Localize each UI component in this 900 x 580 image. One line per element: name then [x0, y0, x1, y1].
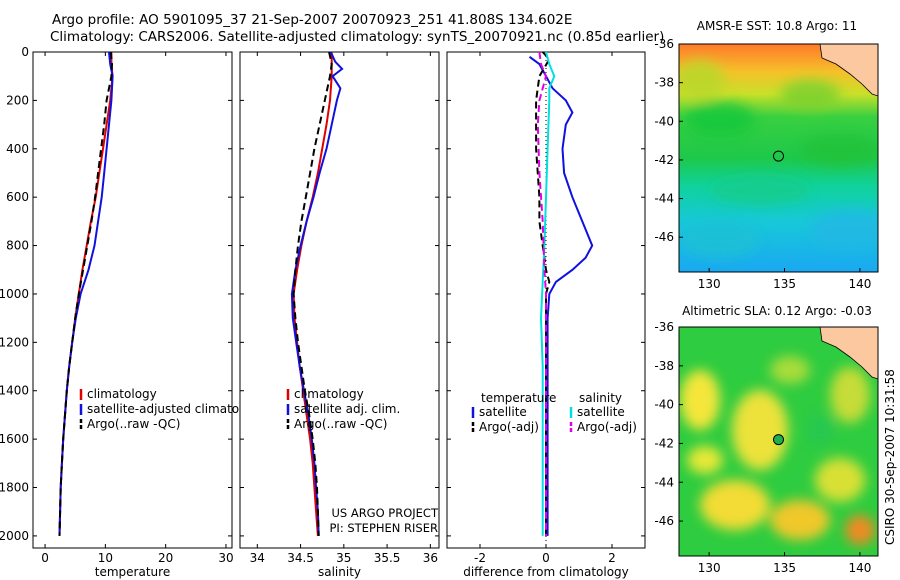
map-y-tick-label: -40: [654, 114, 674, 128]
legend-label: climatology: [294, 387, 364, 401]
x-axis-label: temperature: [95, 565, 170, 579]
series-line: [528, 55, 594, 536]
figure-title-line2: Climatology: CARS2006. Satellite-adjuste…: [50, 29, 665, 45]
map-y-tick-label: -38: [654, 76, 674, 90]
land-mass-icon: [819, 44, 878, 97]
map-x-tick-label: 130: [698, 277, 721, 291]
map-y-tick-label: -44: [654, 192, 674, 206]
x-tick-label: 0: [542, 551, 550, 565]
map-y-tick-label: -46: [654, 230, 674, 244]
y-tick-label: 0: [21, 45, 29, 59]
sst-map: 130 135 140 -36 -38 -40 -42 -44 -46 AMSR-E SST: …: [654, 19, 879, 291]
map-x-tick-label: 130: [698, 561, 721, 575]
y-tick-label: 800: [6, 239, 29, 253]
y-tick-label: 1600: [0, 432, 29, 446]
x-tick-label: 30: [218, 551, 233, 565]
argo-float-marker-icon: [773, 434, 784, 446]
map-y-tick-label: -38: [654, 359, 674, 373]
legend-label: Argo(-adj): [479, 420, 539, 434]
figure-title-line1: Argo profile: AO 5901095_37 21-Sep-2007 …: [52, 12, 573, 28]
x-tick-label: 35.5: [374, 551, 401, 565]
map-y-tick-label: -42: [654, 153, 674, 167]
y-tick-label: 1800: [0, 481, 29, 495]
legend-label: satellite: [479, 405, 527, 419]
legend-label: Argo(..raw -QC): [87, 417, 180, 431]
legend-label: climatology: [87, 387, 157, 401]
plot-frame: [239, 51, 440, 549]
map-y-tick-label: -36: [654, 320, 674, 334]
sla-map: 130 135 140 -36 -38 -40 -42 -44 -46 Altimetric S…: [654, 304, 879, 575]
land-mass-icon: [819, 327, 878, 380]
series-line: [536, 51, 548, 536]
argo-float-marker-icon: [773, 150, 784, 162]
map-y-tick-label: -42: [654, 436, 674, 450]
y-tick-label: 2000: [0, 529, 29, 543]
sst-map-title: AMSR-E SST: 10.8 Argo: 11: [697, 19, 857, 33]
series-line: [535, 51, 551, 536]
legend-group-title: salinity: [579, 391, 622, 405]
x-tick-label: -2: [474, 551, 486, 565]
temperature-profile-panel: 0 10 20 30 0 200 400 600 800 1000 1200 1400 1600 1800…: [0, 45, 265, 579]
x-tick-label: 2: [608, 551, 616, 565]
x-tick-label: 34: [250, 551, 265, 565]
y-tick-label: 400: [6, 142, 29, 156]
y-tick-label: 1000: [0, 287, 29, 301]
map-y-tick-label: -40: [654, 398, 674, 412]
x-tick-label: 0: [41, 551, 49, 565]
project-annotation: US ARGO PROJECT: [331, 506, 439, 520]
x-tick-label: 10: [98, 551, 113, 565]
x-tick-label: 20: [158, 551, 173, 565]
map-x-tick-label: 140: [848, 561, 871, 575]
series-line: [58, 51, 114, 536]
map-y-tick-label: -46: [654, 514, 674, 528]
legend-label: satellite: [577, 405, 625, 419]
map-x-tick-label: 140: [848, 277, 871, 291]
project-annotation: PI: STEPHEN RISER: [330, 521, 439, 535]
x-tick-label: 35: [336, 551, 351, 565]
legend-label: satellite-adjusted climatology: [87, 402, 265, 416]
x-tick-label: 36: [423, 551, 438, 565]
timestamp-label: CSIRO 30-Sep-2007 10:31:58: [883, 369, 897, 545]
legend-group-title: temperature: [481, 391, 556, 405]
y-tick-label: 200: [6, 93, 29, 107]
sla-map-title: Altimetric SLA: 0.12 Argo: -0.03: [682, 304, 872, 318]
map-x-tick-label: 135: [773, 277, 796, 291]
y-tick-label: 1200: [0, 335, 29, 349]
legend-label: satellite adj. clim.: [294, 402, 400, 416]
map-y-tick-label: -36: [654, 37, 674, 51]
map-x-tick-label: 135: [773, 561, 796, 575]
legend-label: Argo(-adj): [577, 420, 637, 434]
x-tick-label: 34.5: [287, 551, 314, 565]
x-axis-label: salinity: [318, 565, 361, 579]
salinity-profile-panel: 34 34.5 35 35.5 36 salinity climatologysatelli…: [239, 51, 440, 579]
legend-label: Argo(..raw -QC): [294, 417, 387, 431]
series-line: [539, 51, 556, 536]
y-tick-label: 600: [6, 190, 29, 204]
y-tick-label: 1400: [0, 384, 29, 398]
map-y-tick-label: -44: [654, 475, 674, 489]
series-line: [292, 51, 333, 536]
plot-frame: [32, 51, 233, 549]
x-axis-label: difference from climatology: [463, 565, 629, 579]
